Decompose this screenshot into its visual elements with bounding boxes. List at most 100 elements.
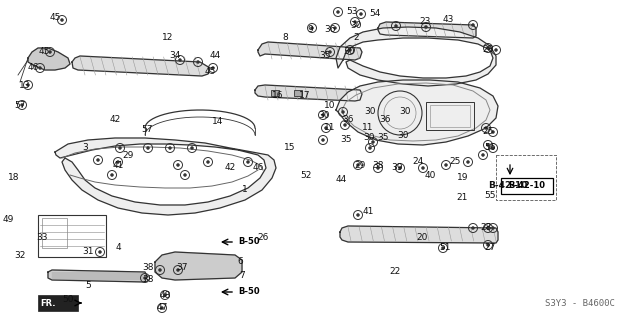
Text: 46: 46	[28, 63, 38, 72]
Circle shape	[177, 269, 179, 271]
Text: 30: 30	[343, 48, 355, 56]
Text: 25: 25	[483, 128, 493, 137]
Polygon shape	[155, 252, 242, 280]
Text: 50: 50	[62, 295, 74, 305]
Text: 36: 36	[342, 115, 354, 124]
Text: 44: 44	[209, 50, 221, 60]
Circle shape	[116, 160, 120, 164]
Text: 42: 42	[225, 164, 236, 173]
Circle shape	[445, 164, 447, 167]
Text: 52: 52	[300, 170, 312, 180]
Text: 48: 48	[159, 291, 171, 300]
Circle shape	[342, 110, 344, 114]
Text: B-50: B-50	[238, 287, 260, 296]
Text: 16: 16	[272, 91, 284, 100]
Text: 31: 31	[83, 248, 93, 256]
Text: 6: 6	[237, 257, 243, 266]
Circle shape	[484, 127, 488, 130]
Text: B-42-10: B-42-10	[509, 182, 545, 190]
Circle shape	[196, 61, 200, 63]
Polygon shape	[28, 48, 70, 70]
Text: 53: 53	[346, 8, 358, 17]
Circle shape	[61, 19, 63, 21]
Bar	[426, 102, 474, 130]
Circle shape	[321, 114, 324, 116]
Text: FR.: FR.	[40, 299, 56, 308]
Circle shape	[246, 160, 250, 164]
Bar	[496, 155, 556, 200]
Circle shape	[356, 213, 360, 217]
Text: 14: 14	[212, 117, 224, 127]
Circle shape	[184, 174, 186, 176]
Text: 22: 22	[389, 268, 401, 277]
Text: 55: 55	[484, 190, 496, 199]
Text: 24: 24	[412, 158, 424, 167]
Circle shape	[424, 26, 428, 28]
Text: 44: 44	[335, 175, 347, 184]
Circle shape	[492, 226, 495, 229]
Text: 12: 12	[163, 33, 173, 42]
Text: S3Y3 - B4600C: S3Y3 - B4600C	[545, 299, 615, 308]
Polygon shape	[336, 27, 496, 86]
Circle shape	[159, 269, 161, 271]
Polygon shape	[48, 270, 147, 282]
Circle shape	[486, 144, 490, 146]
Text: 28: 28	[483, 46, 493, 55]
Text: 46: 46	[252, 164, 264, 173]
Circle shape	[179, 58, 182, 62]
Text: 35: 35	[319, 50, 331, 60]
Text: 38: 38	[142, 263, 154, 272]
Text: 8: 8	[282, 33, 288, 42]
Text: 34: 34	[170, 50, 180, 60]
Text: 39: 39	[391, 164, 403, 173]
Circle shape	[399, 167, 401, 169]
Circle shape	[467, 160, 470, 164]
Text: 35: 35	[377, 133, 388, 143]
Circle shape	[99, 250, 102, 254]
Circle shape	[369, 146, 371, 150]
Text: 7: 7	[239, 271, 245, 279]
Text: 37: 37	[176, 263, 188, 272]
Text: 30: 30	[364, 108, 376, 116]
Circle shape	[337, 11, 339, 13]
Text: 41: 41	[362, 207, 374, 217]
Text: B-50: B-50	[238, 238, 260, 247]
Text: 23: 23	[419, 18, 431, 26]
Circle shape	[321, 138, 324, 142]
Text: 45: 45	[204, 68, 216, 77]
Text: 41: 41	[112, 160, 124, 169]
Text: 38: 38	[142, 276, 154, 285]
Text: 51: 51	[439, 243, 451, 253]
Text: 27: 27	[484, 243, 496, 253]
Text: 54: 54	[369, 10, 381, 19]
Text: 2: 2	[353, 33, 359, 42]
Bar	[42, 218, 67, 248]
Polygon shape	[378, 22, 476, 38]
Text: 32: 32	[14, 250, 26, 259]
Circle shape	[20, 103, 24, 107]
Circle shape	[143, 277, 147, 279]
Bar	[294, 90, 302, 96]
Circle shape	[371, 140, 374, 144]
Text: 5: 5	[85, 280, 91, 290]
Circle shape	[486, 243, 490, 247]
Circle shape	[486, 47, 490, 49]
Text: 30: 30	[364, 133, 375, 143]
Text: 19: 19	[457, 174, 468, 182]
Polygon shape	[336, 80, 498, 145]
Text: 38: 38	[372, 160, 384, 169]
Text: 1: 1	[242, 186, 248, 195]
Circle shape	[376, 167, 380, 169]
Circle shape	[333, 26, 337, 29]
Text: 43: 43	[442, 16, 454, 25]
Text: 17: 17	[300, 91, 311, 100]
Circle shape	[191, 146, 193, 150]
Polygon shape	[255, 85, 362, 101]
Text: 47: 47	[156, 303, 168, 313]
Circle shape	[328, 50, 332, 54]
Circle shape	[492, 146, 495, 150]
Text: 36: 36	[380, 115, 391, 124]
Circle shape	[49, 50, 51, 54]
Circle shape	[207, 160, 209, 164]
Circle shape	[211, 66, 214, 70]
